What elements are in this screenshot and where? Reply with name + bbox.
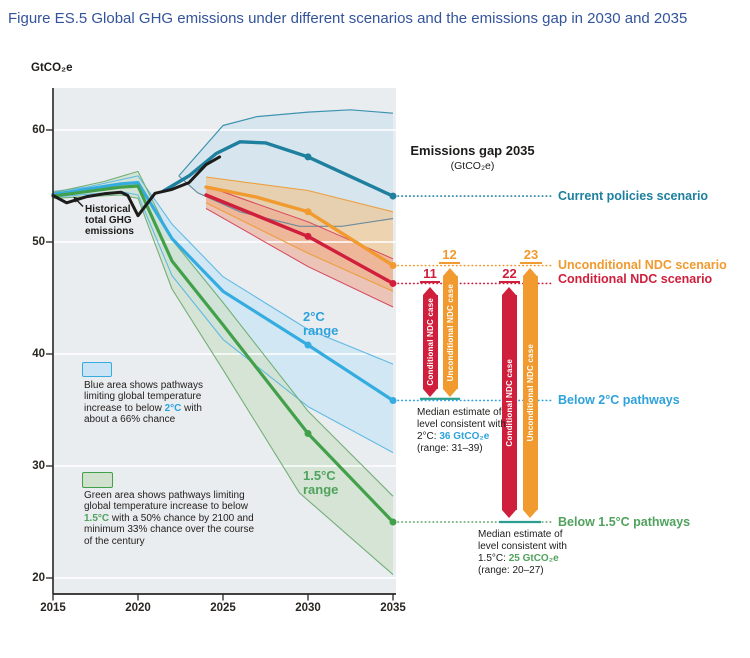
gap-arrow-conditional-2c: Conditional NDC case (423, 287, 438, 397)
band-edge-upper-current-policies-range (178, 109, 394, 177)
y-tick-30: 30 (32, 460, 45, 472)
legend-blue-swatch (82, 362, 112, 377)
dot-below-15c-median (304, 430, 312, 438)
y-tick-20: 20 (32, 572, 45, 584)
line-unconditional-ndc-median (204, 185, 395, 268)
band-edge-upper-unconditional-ndc-range (205, 176, 394, 213)
legend-blue-text: Blue area shows pathways limiting global… (84, 380, 203, 426)
legend-green-highlight: 1.5°C (84, 512, 110, 524)
y-axis-title: GtCO₂e (31, 62, 73, 74)
band-edge-lower-unconditional-ndc-range (205, 202, 394, 292)
gap-value-conditional-15c: 22 (499, 267, 520, 283)
label-below-2c: Below 2°C pathways (558, 393, 680, 407)
x-tick-2015: 2015 (40, 602, 66, 614)
gap-value-unconditional-15c: 23 (520, 248, 542, 264)
range-2c-label: 2°C range (303, 309, 339, 338)
gap-arrow-unconditional-15c: Unconditional NDC case (523, 268, 538, 518)
line-historical (51, 155, 222, 218)
gap-arrow-unconditional-2c: Unconditional NDC case (443, 268, 458, 397)
label-below-15c: Below 1.5°C pathways (558, 515, 691, 529)
gap-value-conditional-2c: 11 (420, 267, 440, 283)
gap-panel-heading: Emissions gap 2035 (410, 143, 535, 158)
y-tick-60: 60 (32, 124, 45, 136)
band-below-15c-range (53, 171, 393, 575)
band-conditional-ndc-range (206, 186, 393, 307)
median-15c-note: Median estimate of level consistent with… (478, 529, 567, 576)
dot-conditional-ndc-median (304, 232, 312, 240)
x-tick-2020: 2020 (125, 602, 151, 614)
label-conditional-ndc: Conditional NDC scenario (558, 272, 713, 286)
series-lines (51, 140, 397, 526)
band-edge-lower-conditional-ndc-range (205, 207, 394, 308)
gap-arrow-conditional-15c: Conditional NDC case (502, 287, 517, 518)
band-edge-upper-below-2c-range (52, 175, 394, 365)
legend-green-text: Green area shows pathways limiting globa… (84, 490, 255, 547)
dot-current-policies-median (389, 192, 397, 200)
label-unconditional-ndc: Unconditional NDC scenario (558, 258, 727, 272)
y-tick-40: 40 (32, 348, 45, 360)
x-tick-2035: 2035 (380, 602, 406, 614)
axes (46, 88, 396, 601)
median-2c-note: Median estimate of level consistent with… (417, 407, 506, 454)
gap-value-unconditional-2c: 12 (439, 248, 460, 264)
dot-current-policies-median (304, 153, 312, 161)
dot-below-2c-median (389, 396, 397, 404)
band-fills (53, 109, 393, 575)
dot-conditional-ndc-median (389, 279, 397, 287)
historical-emissions-label: Historical total GHG emissions (85, 204, 134, 237)
dot-unconditional-ndc-median (304, 208, 312, 216)
dot-below-15c-median (389, 518, 397, 526)
historical-pointer-line (76, 199, 84, 207)
dot-below-2c-median (304, 341, 312, 349)
median-15c-value: 25 GtCO₂e (508, 553, 559, 564)
dot-unconditional-ndc-median (389, 262, 397, 270)
band-edge-lower-below-15c-range (52, 194, 394, 576)
x-tick-2030: 2030 (295, 602, 321, 614)
historical-pointer-arrowhead (73, 196, 80, 203)
legend-green-swatch (82, 472, 113, 488)
label-current-policies: Current policies scenario (558, 189, 709, 203)
median-2c-value: 36 GtCO₂e (439, 431, 490, 442)
figure-title: Figure ES.5 Global GHG emissions under d… (8, 10, 688, 27)
x-tick-2025: 2025 (210, 602, 236, 614)
range-15c-label: 1.5°C range (303, 468, 339, 497)
y-tick-50: 50 (32, 236, 45, 248)
gap-panel-subheading: (GtCO₂e) (450, 160, 495, 172)
legend-blue-highlight: 2°C (164, 402, 182, 414)
